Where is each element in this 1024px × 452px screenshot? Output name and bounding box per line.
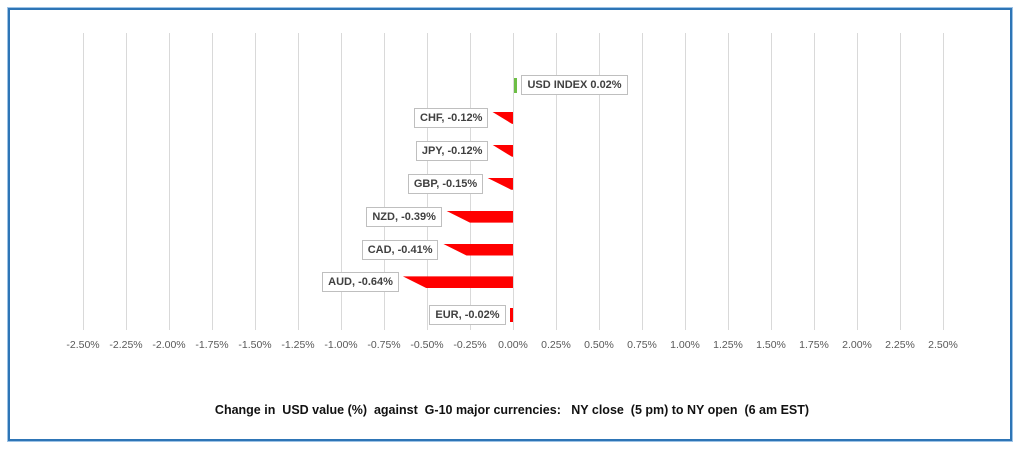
bar-cad[interactable] bbox=[442, 243, 513, 256]
gridline bbox=[900, 33, 901, 330]
bar-chf[interactable] bbox=[492, 111, 513, 124]
x-tick-label: -2.50% bbox=[66, 339, 100, 351]
gridline bbox=[126, 33, 127, 330]
data-label-usd-index[interactable]: USD INDEX 0.02% bbox=[521, 75, 628, 95]
x-tick-label: 1.50% bbox=[756, 339, 786, 351]
gridline bbox=[728, 33, 729, 330]
bar-jpy[interactable] bbox=[492, 144, 513, 157]
x-tick-label: 0.25% bbox=[541, 339, 571, 351]
gridline bbox=[685, 33, 686, 330]
x-tick-label: -0.75% bbox=[367, 339, 401, 351]
gridline bbox=[341, 33, 342, 330]
x-tick-label: 1.00% bbox=[670, 339, 700, 351]
chart-frame bbox=[7, 7, 1013, 442]
gridline bbox=[556, 33, 557, 330]
bar-gbp[interactable] bbox=[487, 177, 513, 190]
gridline bbox=[943, 33, 944, 330]
data-label-eur[interactable]: EUR, -0.02% bbox=[429, 305, 506, 326]
x-tick-label: 2.25% bbox=[885, 339, 915, 351]
x-tick-label: 1.75% bbox=[799, 339, 829, 351]
x-tick-label: 0.75% bbox=[627, 339, 657, 351]
plot-area: USD INDEX 0.02% CHF, -0.12% JPY, -0.12% GBP… bbox=[83, 33, 944, 330]
x-tick-label: 0.50% bbox=[584, 339, 614, 351]
x-tick-label: 1.25% bbox=[713, 339, 743, 351]
gridline bbox=[771, 33, 772, 330]
x-tick-label: 2.50% bbox=[928, 339, 958, 351]
gridline bbox=[169, 33, 170, 330]
data-label-aud[interactable]: AUD, -0.64% bbox=[322, 272, 399, 293]
gridline bbox=[83, 33, 84, 330]
gridline bbox=[857, 33, 858, 330]
x-tick-label: -0.50% bbox=[410, 339, 444, 351]
data-label-chf[interactable]: CHF, -0.12% bbox=[414, 107, 489, 128]
chart-title: Change in USD value (%) against G-10 maj… bbox=[214, 403, 810, 417]
gridline bbox=[255, 33, 256, 330]
data-label-jpy[interactable]: JPY, -0.12% bbox=[415, 140, 489, 161]
gridline bbox=[642, 33, 643, 330]
bar-eur[interactable] bbox=[509, 308, 513, 323]
x-tick-label: -0.25% bbox=[453, 339, 487, 351]
gridline bbox=[513, 33, 514, 330]
gridline bbox=[384, 33, 385, 330]
bar-nzd[interactable] bbox=[445, 210, 513, 223]
data-label-gbp[interactable]: GBP, -0.15% bbox=[407, 173, 484, 194]
x-tick-label: -2.00% bbox=[152, 339, 186, 351]
x-tick-label: 2.00% bbox=[842, 339, 872, 351]
gridline bbox=[599, 33, 600, 330]
x-tick-label: -1.00% bbox=[324, 339, 358, 351]
x-tick-label: 0.00% bbox=[498, 339, 528, 351]
data-label-nzd[interactable]: NZD, -0.39% bbox=[366, 206, 442, 227]
gridline bbox=[212, 33, 213, 330]
x-tick-label: -1.25% bbox=[281, 339, 315, 351]
gridline bbox=[298, 33, 299, 330]
x-axis: -2.50% -2.25% -2.00% -1.75% -1.50% -1.25% -1.0… bbox=[66, 339, 958, 355]
x-tick-label: -2.25% bbox=[109, 339, 143, 351]
data-label-cad[interactable]: CAD, -0.41% bbox=[361, 239, 439, 260]
bar-aud[interactable] bbox=[402, 276, 513, 289]
x-tick-label: -1.75% bbox=[195, 339, 229, 351]
gridline bbox=[814, 33, 815, 330]
x-tick-label: -1.50% bbox=[238, 339, 272, 351]
bar-usd-index[interactable] bbox=[513, 77, 517, 93]
